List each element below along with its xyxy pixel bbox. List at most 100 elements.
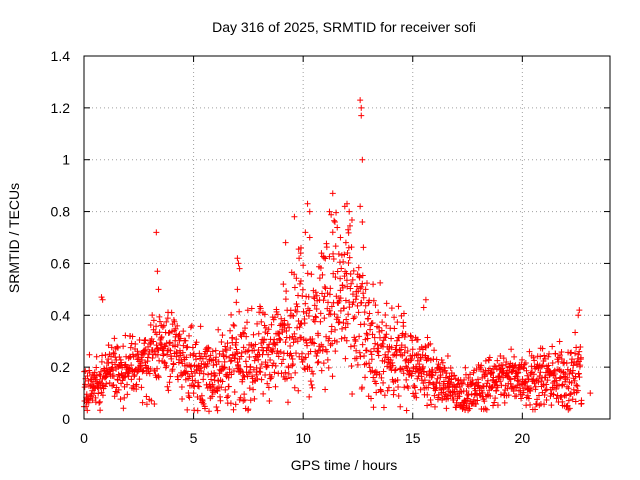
data-point bbox=[474, 397, 481, 404]
data-point bbox=[84, 372, 91, 379]
data-point bbox=[566, 370, 573, 377]
data-point bbox=[238, 349, 245, 356]
data-point bbox=[569, 396, 576, 403]
data-point bbox=[361, 309, 368, 316]
data-point bbox=[288, 312, 295, 319]
data-point bbox=[310, 370, 317, 377]
data-point bbox=[535, 392, 542, 399]
data-point bbox=[190, 390, 197, 397]
data-point bbox=[310, 294, 317, 301]
data-point bbox=[378, 374, 385, 381]
data-point bbox=[326, 208, 333, 215]
data-point bbox=[438, 356, 445, 363]
data-point bbox=[117, 396, 124, 403]
data-point bbox=[401, 384, 408, 391]
data-point bbox=[540, 382, 547, 389]
data-point bbox=[409, 346, 416, 353]
data-point bbox=[369, 331, 376, 338]
data-point bbox=[216, 350, 223, 357]
data-point bbox=[227, 358, 234, 365]
data-point bbox=[110, 367, 117, 374]
data-point bbox=[462, 364, 469, 371]
data-point bbox=[252, 341, 259, 348]
data-point bbox=[487, 393, 494, 400]
data-point bbox=[140, 367, 147, 374]
data-point bbox=[302, 300, 309, 307]
data-point bbox=[497, 378, 504, 385]
data-point bbox=[549, 360, 556, 367]
data-point bbox=[488, 385, 495, 392]
data-point bbox=[285, 370, 292, 377]
data-point bbox=[400, 323, 407, 330]
data-point bbox=[85, 399, 92, 406]
data-point bbox=[372, 340, 379, 347]
data-point bbox=[524, 392, 531, 399]
data-point bbox=[131, 372, 138, 379]
data-point bbox=[154, 268, 161, 275]
data-point bbox=[371, 334, 378, 341]
data-point bbox=[370, 404, 377, 411]
data-point bbox=[558, 348, 565, 355]
data-point bbox=[271, 369, 278, 376]
data-point bbox=[553, 377, 560, 384]
data-point bbox=[333, 209, 340, 216]
data-point bbox=[334, 224, 341, 231]
y-tick-label: 0 bbox=[62, 411, 70, 427]
data-point bbox=[482, 405, 489, 412]
data-point bbox=[174, 322, 181, 329]
data-point bbox=[213, 354, 220, 361]
data-point bbox=[240, 372, 247, 379]
data-point bbox=[294, 338, 301, 345]
data-point bbox=[318, 367, 325, 374]
data-point bbox=[280, 356, 287, 363]
data-point bbox=[353, 293, 360, 300]
data-point bbox=[273, 308, 280, 315]
data-point bbox=[328, 211, 335, 218]
data-point bbox=[154, 351, 161, 358]
data-point bbox=[570, 362, 577, 369]
data-point bbox=[311, 318, 318, 325]
data-point bbox=[282, 239, 289, 246]
data-point bbox=[174, 341, 181, 348]
data-point bbox=[355, 264, 362, 271]
data-point bbox=[414, 336, 421, 343]
data-point bbox=[417, 386, 424, 393]
data-point bbox=[375, 352, 382, 359]
data-point bbox=[431, 403, 438, 410]
data-point bbox=[322, 255, 329, 262]
data-point bbox=[351, 314, 358, 321]
data-point bbox=[179, 360, 186, 367]
data-point bbox=[541, 352, 548, 359]
data-point bbox=[230, 321, 237, 328]
data-point bbox=[450, 396, 457, 403]
data-point bbox=[496, 373, 503, 380]
data-point bbox=[544, 377, 551, 384]
data-point bbox=[195, 383, 202, 390]
data-point bbox=[231, 322, 238, 329]
data-point bbox=[225, 392, 232, 399]
data-point bbox=[508, 346, 515, 353]
data-point bbox=[566, 391, 573, 398]
data-point bbox=[276, 330, 283, 337]
data-point bbox=[470, 396, 477, 403]
data-point bbox=[327, 285, 334, 292]
data-point bbox=[306, 307, 313, 314]
data-point bbox=[234, 286, 241, 293]
data-point bbox=[342, 355, 349, 362]
data-point bbox=[388, 305, 395, 312]
data-point bbox=[321, 254, 328, 261]
data-point bbox=[283, 375, 290, 382]
data-point bbox=[258, 340, 265, 347]
data-point bbox=[349, 276, 356, 283]
data-point bbox=[558, 393, 565, 400]
data-point bbox=[359, 384, 366, 391]
data-point bbox=[280, 281, 287, 288]
y-axis-label: SRMTID / TECUs bbox=[6, 183, 22, 293]
data-point bbox=[514, 382, 521, 389]
data-point bbox=[247, 397, 254, 404]
data-point bbox=[227, 400, 234, 407]
data-point bbox=[287, 342, 294, 349]
data-point bbox=[422, 296, 429, 303]
data-point bbox=[411, 384, 418, 391]
